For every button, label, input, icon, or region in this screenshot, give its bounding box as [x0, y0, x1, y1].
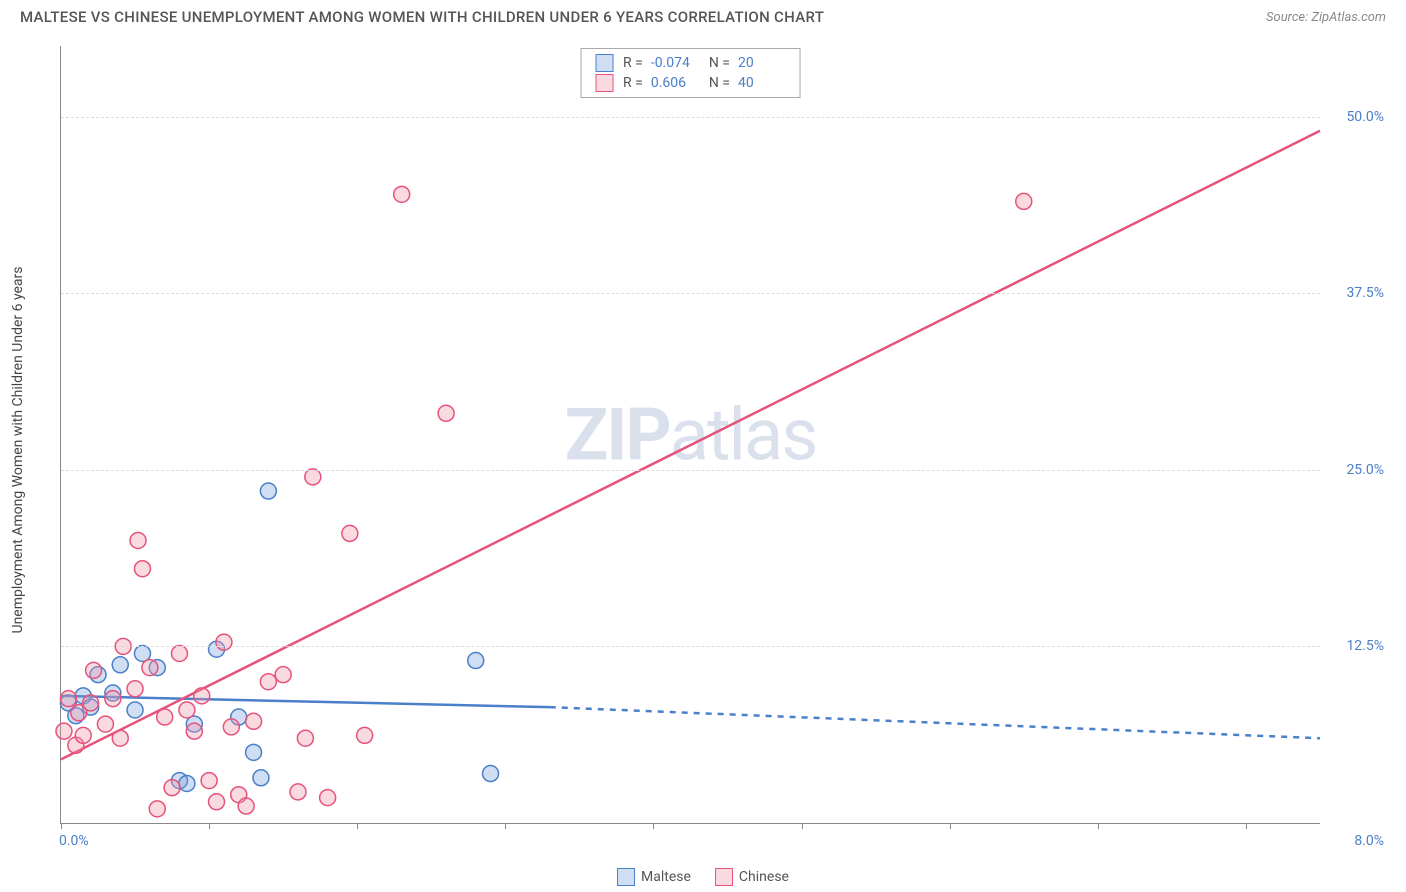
data-point [253, 770, 269, 786]
chart-title: MALTESE VS CHINESE UNEMPLOYMENT AMONG WO… [20, 8, 824, 26]
data-point [157, 709, 173, 725]
data-point [357, 727, 373, 743]
x-tick [61, 823, 62, 829]
data-point [223, 719, 239, 735]
y-tick-label: 25.0% [1346, 462, 1384, 478]
data-point [60, 691, 76, 707]
chart-area: Unemployment Among Women with Children U… [48, 46, 1390, 854]
data-point [468, 653, 484, 669]
data-point [209, 794, 225, 810]
data-point [179, 775, 195, 791]
legend: Maltese Chinese [617, 868, 789, 886]
gridline [61, 470, 1320, 471]
stats-box: R = -0.074 N = 20 R = 0.606 N = 40 [580, 48, 801, 98]
data-point [127, 702, 143, 718]
data-point [483, 766, 499, 782]
data-point [260, 674, 276, 690]
swatch-chinese [715, 868, 733, 886]
y-tick-label: 37.5% [1346, 285, 1384, 301]
source-label: Source: ZipAtlas.com [1266, 10, 1386, 25]
data-point [105, 691, 121, 707]
data-point [297, 730, 313, 746]
legend-chinese: Chinese [715, 868, 789, 886]
x-tick [653, 823, 654, 829]
data-point [290, 784, 306, 800]
data-point [142, 660, 158, 676]
data-point [394, 186, 410, 202]
data-point [112, 657, 128, 673]
swatch-maltese [617, 868, 635, 886]
data-point [320, 790, 336, 806]
y-axis-label: Unemployment Among Women with Children U… [10, 266, 26, 633]
data-point [112, 730, 128, 746]
x-tick [357, 823, 358, 829]
plot-area: ZIPatlas R = -0.074 N = 20 R = 0.606 N =… [60, 46, 1320, 824]
y-tick-label: 50.0% [1346, 109, 1384, 125]
x-tick [505, 823, 506, 829]
data-point [149, 801, 165, 817]
data-point [275, 667, 291, 683]
data-point [246, 713, 262, 729]
x-tick [209, 823, 210, 829]
x-tick [802, 823, 803, 829]
legend-maltese: Maltese [617, 868, 691, 886]
chart-header: MALTESE VS CHINESE UNEMPLOYMENT AMONG WO… [0, 0, 1406, 30]
data-point [201, 773, 217, 789]
data-point [134, 561, 150, 577]
data-point [438, 405, 454, 421]
data-point [246, 744, 262, 760]
gridline [61, 293, 1320, 294]
data-point [260, 483, 276, 499]
data-point [238, 798, 254, 814]
data-point [75, 727, 91, 743]
plot-svg [61, 46, 1320, 823]
stats-row-maltese: R = -0.074 N = 20 [595, 53, 786, 73]
data-point [83, 695, 99, 711]
regression-line [61, 131, 1320, 760]
data-point [342, 525, 358, 541]
data-point [216, 634, 232, 650]
data-point [130, 532, 146, 548]
stats-row-chinese: R = 0.606 N = 40 [595, 73, 786, 93]
data-point [186, 723, 202, 739]
data-point [86, 662, 102, 678]
swatch-maltese [595, 54, 613, 72]
data-point [127, 681, 143, 697]
x-axis-max-label: 8.0% [1354, 833, 1384, 849]
x-axis-min-label: 0.0% [59, 833, 89, 849]
data-point [194, 688, 210, 704]
swatch-chinese [595, 74, 613, 92]
data-point [97, 716, 113, 732]
y-tick-label: 12.5% [1346, 638, 1384, 654]
gridline [61, 646, 1320, 647]
data-point [164, 780, 180, 796]
x-tick [1246, 823, 1247, 829]
x-tick [950, 823, 951, 829]
x-tick [1098, 823, 1099, 829]
data-point [1016, 193, 1032, 209]
data-point [171, 645, 187, 661]
data-point [179, 702, 195, 718]
gridline [61, 117, 1320, 118]
regression-line-dashed [550, 707, 1320, 738]
data-point [305, 469, 321, 485]
data-point [56, 723, 72, 739]
